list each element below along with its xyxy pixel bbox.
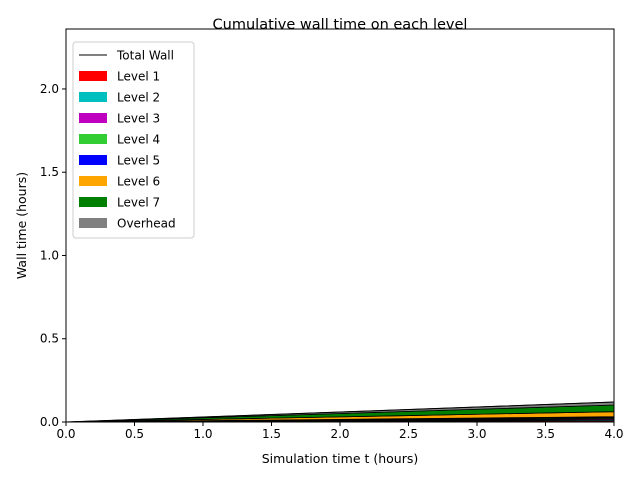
legend-swatch-level-6 [79, 176, 107, 186]
x-tick-label: 4.0 [604, 427, 623, 441]
y-tick-label: 0.5 [40, 332, 59, 346]
x-tick-label: 0.0 [56, 427, 75, 441]
y-tick-label: 0.0 [40, 415, 59, 429]
chart-title: Cumulative wall time on each level [213, 17, 468, 33]
legend-swatch-level-4 [79, 134, 107, 144]
legend-swatch-overhead [79, 218, 107, 228]
legend-swatch-level-7 [79, 197, 107, 207]
y-tick-label: 1.5 [40, 165, 59, 179]
legend-label-level-1: Level 1 [117, 70, 160, 84]
legend-label-level-2: Level 2 [117, 91, 160, 105]
legend-label-level-7: Level 7 [117, 196, 160, 210]
x-tick-label: 1.0 [193, 427, 212, 441]
x-tick-label: 3.0 [467, 427, 486, 441]
legend-label-level-6: Level 6 [117, 175, 160, 189]
legend-box [72, 41, 195, 239]
x-tick-label: 2.5 [399, 427, 418, 441]
y-tick-label: 2.0 [40, 82, 59, 96]
x-axis-label: Simulation time t (hours) [262, 451, 419, 466]
legend-label-level-3: Level 3 [117, 112, 160, 126]
legend-swatch-level-1 [79, 71, 107, 81]
legend-label-level-5: Level 5 [117, 154, 160, 168]
y-axis-label: Wall time (hours) [14, 172, 29, 279]
x-tick-label: 2.0 [330, 427, 349, 441]
line-total-wall [65, 401, 615, 423]
legend-label-level-4: Level 4 [117, 133, 160, 147]
x-tick-label: 0.5 [125, 427, 144, 441]
legend-label-overhead: Overhead [117, 217, 176, 231]
legend: Total Wall Level 1 Level 2 Level 3 Level 4 Le… [72, 41, 195, 239]
total-wall-line-group [65, 401, 615, 423]
legend-label-total-wall: Total Wall [116, 49, 174, 63]
legend-swatch-level-2 [79, 92, 107, 102]
x-tick-label: 1.5 [262, 427, 281, 441]
legend-swatch-level-3 [79, 113, 107, 123]
y-tick-label: 1.0 [40, 248, 59, 262]
y-axis-ticks: 0.0 0.5 1.0 1.5 2.0 [40, 82, 66, 429]
legend-swatch-level-5 [79, 155, 107, 165]
x-axis-ticks: 0.0 0.5 1.0 1.5 2.0 2.5 3.0 3.5 4.0 [56, 422, 624, 441]
x-tick-label: 3.5 [536, 427, 555, 441]
